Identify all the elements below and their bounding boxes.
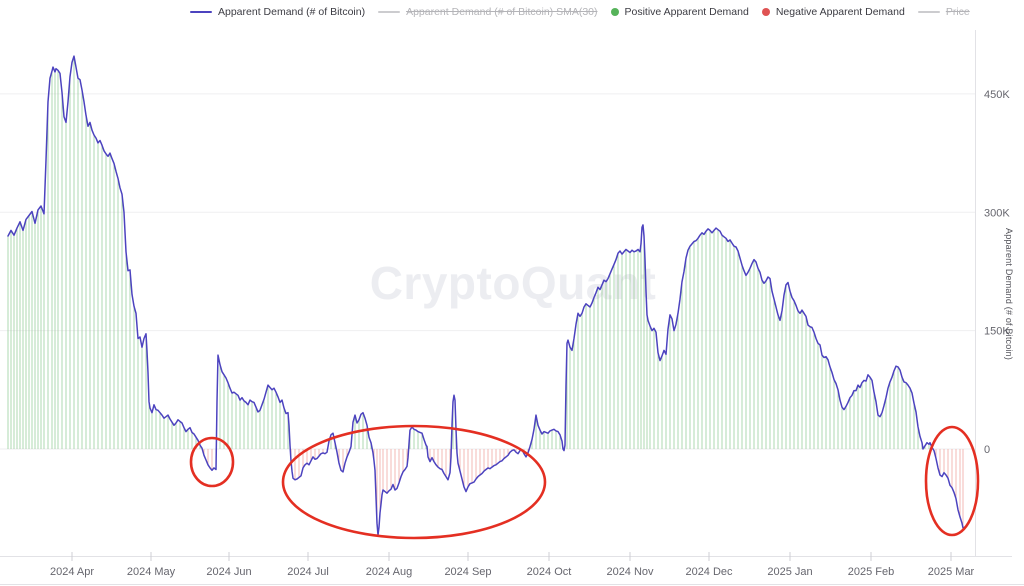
legend-label: Apparent Demand (# of Bitcoin) <box>218 6 366 18</box>
x-tick-label: 2024 May <box>127 566 176 578</box>
legend-label: Apparent Demand (# of Bitcoin) SMA(30) <box>406 6 598 18</box>
y-tick-label: 0 <box>984 444 990 456</box>
legend-label: Positive Apparent Demand <box>624 6 749 18</box>
legend-item-price[interactable]: Price <box>917 6 970 18</box>
x-tick-label: 2024 Jul <box>287 566 329 578</box>
x-tick-label: 2025 Mar <box>928 566 975 578</box>
cryptoquant-watermark: CryptoQuant <box>369 257 657 309</box>
x-tick-label: 2025 Jan <box>767 566 812 578</box>
line-swatch-icon <box>378 11 401 13</box>
x-tick-label: 2025 Feb <box>848 566 894 578</box>
line-swatch-icon <box>917 11 940 13</box>
x-tick-label: 2024 Dec <box>685 566 733 578</box>
x-tick-label: 2024 Sep <box>444 566 491 578</box>
legend-label: Negative Apparent Demand <box>775 6 905 18</box>
apparent-demand-line <box>7 55 966 536</box>
line-swatch-icon <box>190 11 212 13</box>
x-tick-label: 2024 Oct <box>527 566 572 578</box>
annotation-ellipse <box>924 425 980 537</box>
legend-item-negative-apparent-demand[interactable]: Negative Apparent Demand <box>761 6 905 18</box>
legend-item-positive-apparent-demand[interactable]: Positive Apparent Demand <box>610 6 749 18</box>
x-tick-label: 2024 Jun <box>206 566 251 578</box>
x-tick-label: 2024 Aug <box>366 566 413 578</box>
legend-label: Price <box>945 6 970 18</box>
y-tick-label: 150K <box>984 326 1010 338</box>
legend-item-apparent-demand[interactable]: Apparent Demand (# of Bitcoin) <box>190 6 365 18</box>
legend-item-apparent-demand-sma30[interactable]: Apparent Demand (# of Bitcoin) SMA(30) <box>378 6 598 18</box>
annotation-ellipse <box>281 424 547 540</box>
positive-dot-icon <box>610 8 619 16</box>
y-tick-label: 450K <box>984 89 1010 101</box>
annotation-ellipse <box>189 436 235 488</box>
legend: Apparent Demand (# of Bitcoin) Apparent … <box>190 3 970 21</box>
negative-dot-icon <box>761 8 770 16</box>
x-tick-label: 2024 Apr <box>50 566 94 578</box>
y-axis-title: Apparent Demand (# of Bitcoin) <box>1004 228 1014 361</box>
x-tick-label: 2024 Nov <box>606 566 654 578</box>
y-tick-label: 300K <box>984 207 1010 219</box>
